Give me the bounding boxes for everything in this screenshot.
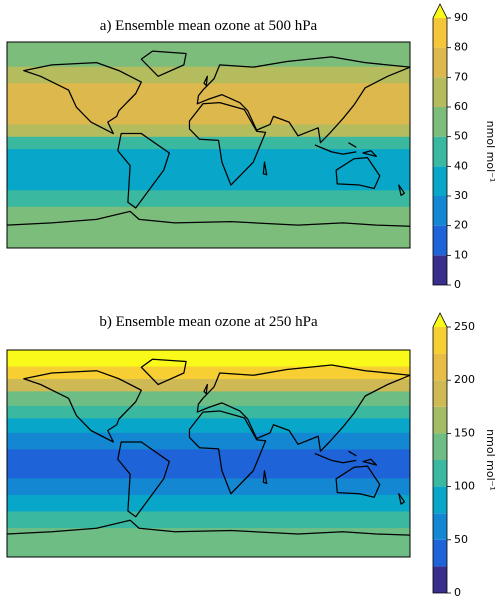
- colorbar-band: [433, 566, 447, 593]
- colorbar-tick-label: 50: [454, 533, 468, 546]
- colorbar-tick-label: 250: [454, 320, 475, 333]
- field-band: [7, 366, 410, 380]
- colorbar-frame: [432, 312, 448, 594]
- panel-title: b) Ensemble mean ozone at 250 hPa: [99, 314, 318, 330]
- colorbar-label: nmol mol⁻¹: [484, 121, 497, 183]
- colorbar-band: [433, 77, 447, 107]
- colorbar-band: [433, 380, 447, 407]
- colorbar-band: [433, 433, 447, 460]
- colorbar-band: [433, 327, 447, 354]
- map-frame: [6, 41, 411, 249]
- field-band: [7, 478, 410, 496]
- map: [6, 349, 411, 558]
- colorbar-band: [433, 47, 447, 78]
- field-band: [7, 528, 410, 558]
- colorbar-band: [433, 406, 447, 434]
- field-band: [7, 124, 410, 138]
- colorbar-tick-label: 50: [454, 130, 468, 143]
- colorbar-band: [433, 513, 447, 540]
- field-band: [7, 206, 410, 249]
- colorbar-tick-label: 150: [454, 426, 475, 439]
- colorbar-extend: [433, 313, 447, 327]
- field-band: [7, 190, 410, 208]
- field-band: [7, 391, 410, 407]
- colorbar-band: [433, 539, 447, 567]
- field-band: [7, 42, 410, 68]
- colorbar-tick-label: 20: [454, 219, 468, 232]
- colorbar-frame: [432, 3, 448, 286]
- colorbar-band: [433, 136, 447, 167]
- colorbar-tick-label: 90: [454, 11, 468, 24]
- panel-title: a) Ensemble mean ozone at 500 hPa: [100, 18, 318, 34]
- colorbar-band: [433, 18, 447, 48]
- map-frame: [6, 349, 411, 558]
- colorbar-label: nmol mol⁻¹: [484, 429, 497, 491]
- colorbar-tick-label: 60: [454, 100, 468, 113]
- colorbar-band: [433, 255, 447, 285]
- colorbar-band: [433, 166, 447, 196]
- field-band: [7, 418, 410, 434]
- colorbar-tick-label: 80: [454, 41, 468, 54]
- field-band: [7, 136, 410, 150]
- colorbar-band: [433, 196, 447, 226]
- field-band: [7, 432, 410, 450]
- colorbar-band: [433, 353, 447, 381]
- field-band: [7, 350, 410, 368]
- field-band: [7, 66, 410, 84]
- colorbar-tick-label: 0: [454, 278, 461, 291]
- map: [6, 41, 411, 249]
- colorbar-tick-label: 70: [454, 70, 468, 83]
- colorbar-band: [433, 107, 447, 137]
- colorbar-tick-label: 30: [454, 189, 468, 202]
- colorbar-extend: [433, 4, 447, 18]
- colorbar-band: [433, 460, 447, 487]
- field-band: [7, 449, 410, 479]
- field-band: [7, 494, 410, 512]
- colorbar-band: [433, 486, 447, 514]
- field-band: [7, 511, 410, 529]
- colorbar-tick-label: 200: [454, 373, 475, 386]
- field-band: [7, 378, 410, 392]
- colorbar-tick-label: 100: [454, 480, 475, 493]
- colorbar-tick-label: 0: [454, 586, 461, 599]
- colorbar-band: [433, 225, 447, 256]
- colorbar-tick-label: 10: [454, 248, 468, 261]
- colorbar-tick-label: 40: [454, 159, 468, 172]
